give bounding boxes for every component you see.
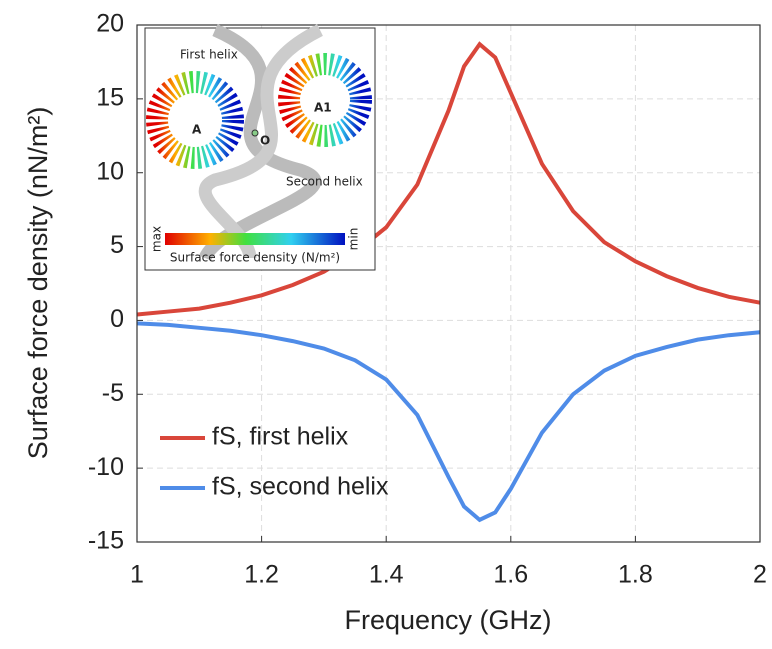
inset: First helix Second helix A A1 O max min … [144, 24, 376, 271]
legend: fS, first helix fS, second helix [160, 423, 389, 501]
force-arrows [146, 71, 244, 169]
x-tick-label: 1.8 [618, 561, 653, 589]
origin-point [251, 129, 259, 137]
inset-label: Second helix [286, 175, 363, 189]
y-tick-label: 15 [96, 83, 124, 111]
y-tick-label: 10 [96, 157, 124, 185]
inset-label: A1 [314, 101, 332, 115]
y-tick-label: -10 [88, 453, 124, 481]
colorbar [165, 233, 345, 245]
x-axis-label: Frequency (GHz) [344, 605, 551, 635]
inset-label: Surface force density (N/m²) [170, 251, 340, 265]
inset-label: min [347, 228, 361, 251]
y-tick-label: 5 [110, 231, 124, 259]
x-tick-label: 1 [130, 561, 144, 589]
x-tick-label: 2 [753, 561, 767, 589]
helix [198, 24, 322, 262]
inset-label: O [260, 134, 270, 148]
inset-label: First helix [180, 48, 238, 62]
y-tick-label: -5 [102, 379, 124, 407]
helix [198, 24, 323, 260]
series-line [136, 321, 761, 523]
x-tick-label: 1.4 [369, 561, 404, 589]
y-axis-label: Surface force density (nN/m²) [23, 107, 53, 460]
y-tick-label: 0 [110, 305, 124, 333]
x-tick-label: 1.6 [493, 561, 528, 589]
y-tick-label: -15 [88, 527, 124, 555]
series-lines [136, 41, 761, 523]
series-line [136, 41, 761, 317]
y-tick-label: 20 [96, 10, 124, 38]
inset-label: A [192, 123, 202, 137]
x-tick-label: 1.2 [244, 561, 279, 589]
legend-label: fS, first helix [212, 423, 349, 451]
plot-frame [136, 24, 761, 543]
force-arrows [278, 53, 372, 147]
inset-label: max [150, 226, 164, 252]
legend-label: fS, second helix [212, 473, 389, 501]
